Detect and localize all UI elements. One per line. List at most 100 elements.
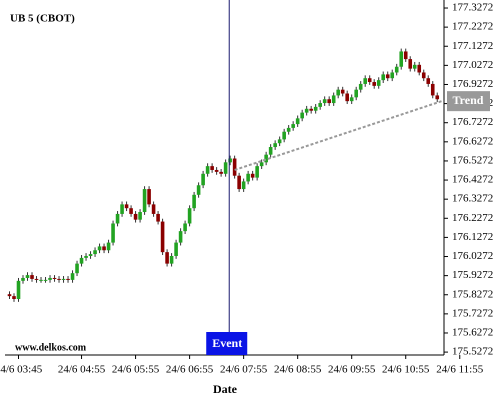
y-tick-label: 176.4272 [452, 174, 493, 186]
candle-body [331, 95, 336, 104]
candle-body [138, 212, 142, 220]
trend-label-box [447, 91, 490, 112]
x-tick-label: 24/6 10:55 [382, 364, 430, 376]
candle-body [61, 278, 66, 280]
candle-body [52, 277, 57, 279]
candle-body [403, 51, 408, 60]
candle-body [277, 139, 282, 144]
candle-body [192, 194, 196, 209]
candle-body [250, 173, 255, 178]
candle-body [313, 106, 318, 111]
candle-body [385, 74, 390, 79]
x-tick-label: 24/6 03:45 [0, 364, 43, 376]
candle-body [358, 83, 363, 90]
candle-body [165, 252, 169, 264]
candle-body [57, 278, 61, 280]
candle-body [390, 72, 395, 79]
candle-body [421, 72, 426, 79]
candle-body [259, 162, 264, 167]
candle-body [300, 112, 304, 119]
candle-body [169, 255, 174, 264]
candle-body [160, 221, 165, 253]
candle-body [66, 278, 70, 280]
candle-body [183, 223, 187, 232]
candle-body [399, 51, 404, 67]
candle-body [282, 131, 286, 140]
x-tick-label: 24/6 08:55 [274, 364, 322, 376]
candle-body [327, 99, 331, 104]
candle-body [232, 158, 237, 176]
y-tick-label: 176.0272 [452, 250, 493, 262]
candle-body [214, 169, 219, 172]
candle-body [286, 127, 291, 132]
candle-body [367, 78, 372, 83]
y-tick-label: 175.8272 [452, 288, 493, 300]
candle-body [178, 231, 183, 243]
candle-body [75, 263, 79, 274]
y-tick-label: 177.2272 [452, 21, 493, 33]
candle-body [255, 166, 259, 178]
candle-body [70, 273, 75, 280]
chart-title: UB 5 (CBOT) [10, 13, 75, 25]
watermark: www.delkos.com [15, 342, 87, 353]
candle-body [219, 171, 223, 174]
y-tick-label: 175.7272 [452, 307, 493, 319]
candle-body [237, 175, 241, 190]
candle-body [349, 97, 354, 102]
y-tick-label: 176.3272 [452, 193, 493, 205]
candle-body [79, 257, 84, 264]
trend-line [234, 100, 443, 171]
y-tick-label: 176.2272 [452, 212, 493, 224]
candle-body [34, 278, 39, 280]
y-tick-label: 175.6272 [452, 327, 493, 339]
candle-body [43, 279, 48, 281]
candle-body [264, 154, 268, 163]
candle-body [174, 242, 178, 256]
y-tick-label: 175.5272 [452, 346, 493, 358]
candle-body [187, 208, 192, 224]
candle-body [120, 204, 124, 214]
x-tick-label: 24/6 11:55 [436, 364, 483, 376]
candle-body [25, 275, 30, 278]
candle-body [381, 74, 386, 81]
candle-body [376, 80, 381, 86]
candle-body [129, 208, 133, 214]
candle-body [241, 181, 246, 190]
x-tick-label: 24/6 04:55 [58, 364, 106, 376]
candle-body [340, 89, 345, 94]
x-tick-label: 24/6 09:55 [328, 364, 376, 376]
y-tick-label: 176.5272 [452, 154, 493, 166]
candle-body [246, 173, 250, 182]
candle-body [295, 118, 300, 125]
candle-body [12, 296, 16, 299]
candle-body [156, 213, 160, 222]
candle-body [291, 124, 295, 128]
candle-body [151, 204, 156, 214]
y-tick-label: 176.6272 [452, 135, 493, 147]
candle-body [147, 189, 151, 205]
candle-body [309, 108, 313, 111]
candle-body [336, 89, 340, 96]
candle-body [111, 223, 115, 243]
candle-body [88, 254, 93, 256]
candle-body [39, 279, 43, 281]
candle-body [102, 246, 106, 251]
candle-body [223, 162, 228, 174]
candle-body [372, 82, 377, 86]
candle-body [21, 277, 25, 281]
y-tick-label: 175.9272 [452, 269, 493, 281]
candle-body [106, 242, 111, 251]
candle-body [16, 280, 21, 299]
candle-body [354, 89, 359, 98]
x-tick-label: 24/6 06:55 [166, 364, 214, 376]
candle-body [430, 83, 435, 96]
y-tick-label: 177.0272 [452, 59, 493, 71]
candle-body [363, 78, 368, 84]
candle-body [201, 173, 205, 186]
trend-label: Trend [453, 93, 484, 107]
y-tick-label: 176.9272 [452, 78, 493, 90]
candle-body [97, 246, 102, 251]
candle-body [345, 93, 349, 102]
